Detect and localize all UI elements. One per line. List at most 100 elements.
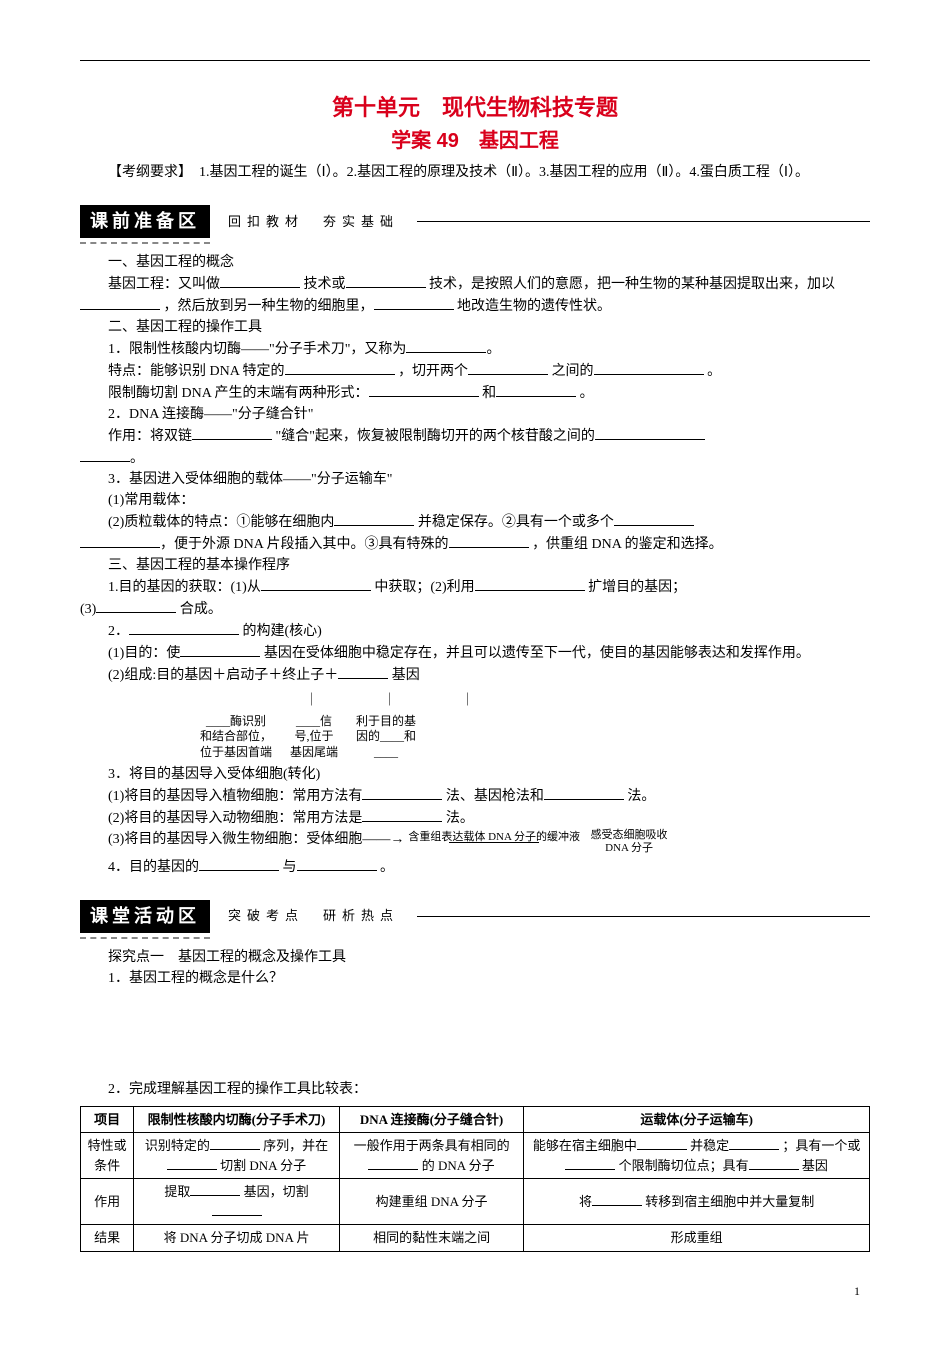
td: 一般作用于两条具有相同的 的 DNA 分子 [339, 1133, 524, 1179]
text: 号,位于 [290, 729, 338, 745]
explore-heading: 探究点一 基因工程的概念及操作工具 [80, 947, 870, 968]
s3-i3-3: (3)将目的基因导入微生物细胞：受体细胞――→ 含重组表达载体 DNA 分子的缓… [80, 829, 870, 855]
th: DNA 连接酶(分子缝合针) [339, 1106, 524, 1133]
td: 形成重组 [524, 1225, 870, 1252]
text: 基因尾端 [290, 745, 338, 761]
text: 和 [482, 386, 496, 401]
s3-i3-2: (2)将目的基因导入动物细胞：常用方法是 法。 [80, 807, 870, 829]
text: (1)将目的基因导入植物细胞：常用方法有 [108, 789, 362, 804]
text: 含重组表达载体 DNA 分子的缓冲液 [408, 831, 580, 844]
text: 的构建(核心) [243, 624, 322, 639]
th: 限制性核酸内切酶(分子手术刀) [134, 1106, 340, 1133]
td: 构建重组 DNA 分子 [339, 1179, 524, 1225]
text: 。 [130, 451, 144, 466]
text: 技术或 [304, 277, 346, 292]
text: (2)组成:目的基因＋启动子＋终止子＋ [108, 668, 338, 683]
text: 中获取；(2)利用 [374, 580, 474, 595]
text: ____酶识别 [200, 714, 272, 730]
text: 2． [108, 624, 129, 639]
arrow-label: 含重组表达载体 DNA 分子的缓冲液 [408, 829, 580, 843]
text: 。 [380, 860, 394, 875]
text: ，然后放到另一种生物的细胞里， [164, 299, 374, 314]
text: 扩增目的基因； [588, 580, 686, 595]
td: 相同的黏性末端之间 [339, 1225, 524, 1252]
text: 利于目的基 [356, 714, 416, 730]
s3-i3-1: (1)将目的基因导入植物细胞：常用方法有 法、基因枪法和 法。 [80, 785, 870, 807]
s2-use: 作用：将双链 "缝合"起来，恢复被限制酶切开的两个核苷酸之间的 。 [80, 425, 870, 469]
text: 技术，是按照人们的意愿，把一种生物的某种基因提取出来，加以 [429, 277, 835, 292]
s2-v1: (1)常用载体： [80, 490, 870, 511]
text: 。 [580, 386, 594, 401]
s2-i2: 2．DNA 连接酶——"分子缝合针" [80, 404, 870, 425]
banner-box: 课前准备区 [80, 205, 210, 238]
text: 基因在受体细胞中稳定存在，并且可以遗传至下一代，使目的基因能够表达和发挥作用。 [264, 646, 810, 661]
table-row: 结果 将 DNA 分子切成 DNA 片 相同的黏性末端之间 形成重组 [81, 1225, 870, 1252]
s3-i4: 4．目的基因的 与 。 [80, 856, 870, 878]
text: 个限制酶切位点；具有 [619, 1158, 749, 1173]
text: 基因 [802, 1158, 828, 1173]
table-row: 特性或条件 识别特定的 序列，并在 切割 DNA 分子 一般作用于两条具有相同的… [81, 1133, 870, 1179]
text: (2)将目的基因导入动物细胞：常用方法是 [108, 811, 362, 826]
explore-q2: 2．完成理解基因工程的操作工具比较表： [80, 1079, 870, 1100]
s3-heading: 三、基因工程的基本操作程序 [80, 555, 870, 576]
unit-title: 第十单元 现代生物科技专题 [80, 91, 870, 124]
page-number: 1 [80, 1282, 870, 1300]
text: 之间的 [552, 364, 594, 379]
th: 运载体(分子运输车) [524, 1106, 870, 1133]
diagram-box-3: 利于目的基 因的____和 ____ [356, 714, 416, 761]
text: 将 [579, 1194, 592, 1209]
text: (1)目的：使 [108, 646, 180, 661]
td: 将 DNA 分子切成 DNA 片 [134, 1225, 340, 1252]
td: 结果 [81, 1225, 134, 1252]
text: 基因 [392, 668, 420, 683]
text: 合成。 [180, 602, 222, 617]
tools-comparison-table: 项目 限制性核酸内切酶(分子手术刀) DNA 连接酶(分子缝合针) 运载体(分子… [80, 1106, 870, 1252]
text: 1.目的基因的获取：(1)从 [108, 580, 261, 595]
exam-requirements: 【考纲要求】 1.基因工程的诞生（Ⅰ）。2.基因工程的原理及技术（Ⅱ）。3.基因… [80, 162, 870, 183]
s2-i1: 1．限制性核酸内切酶——"分子手术刀"，又称为。 [80, 338, 870, 360]
s2-end: 限制酶切割 DNA 产生的末端有两种形式： 和 。 [80, 382, 870, 404]
text: ，供重组 DNA 的鉴定和选择。 [532, 537, 723, 552]
text: 与 [283, 860, 297, 875]
text: 特点：能够识别 DNA 特定的 [108, 364, 285, 379]
td: 识别特定的 序列，并在 切割 DNA 分子 [134, 1133, 340, 1179]
banner-box: 课堂活动区 [80, 900, 210, 933]
text: 。 [707, 364, 721, 379]
s3-i3: 3．将目的基因导入受体细胞(转化) [80, 764, 870, 785]
text: 基因工程：又叫做 [108, 277, 220, 292]
text: 限制酶切割 DNA 产生的末端有两种形式： [108, 386, 369, 401]
banner-sub: 回扣教材 夯实基础 [228, 212, 399, 232]
text: 法。 [446, 811, 474, 826]
text: ____ [356, 745, 416, 761]
th: 项目 [81, 1106, 134, 1133]
text: 位于基因首端 [200, 745, 272, 761]
text: 切割 DNA 分子 [220, 1158, 306, 1173]
td: 特性或条件 [81, 1133, 134, 1179]
s1-heading: 一、基因工程的概念 [80, 252, 870, 273]
text: 识别特定的 [145, 1138, 210, 1153]
text: 一般作用于两条具有相同的 [354, 1138, 510, 1153]
s3-i1d: (3) 合成。 [80, 598, 870, 620]
text: 基因，切割 [244, 1184, 309, 1199]
text: (3)将目的基因导入微生物细胞：受体细胞――→ [108, 829, 404, 850]
td: 提取 基因，切割 [134, 1179, 340, 1225]
composition-diagram: ｜ ｜ ｜ ____酶识别 和结合部位， 位于基因首端 ____信 号,位于 基… [200, 690, 870, 760]
top-rule [80, 60, 870, 61]
text: ；具有一个或 [782, 1138, 860, 1153]
text: 能够在宿主细胞中 [533, 1138, 637, 1153]
text: 法。 [627, 789, 655, 804]
s3-p2: (2)组成:目的基因＋启动子＋终止子＋ 基因 [80, 664, 870, 686]
td: 将 转移到宿主细胞中并大量复制 [524, 1179, 870, 1225]
s3-i1: 1.目的基因的获取：(1)从 中获取；(2)利用 扩增目的基因； [80, 576, 870, 598]
text: 序列，并在 [263, 1138, 328, 1153]
diagram-box-2: ____信 号,位于 基因尾端 [290, 714, 338, 761]
text: 作用：将双链 [108, 429, 192, 444]
s2-v2: (2)质粒载体的特点：①能够在细胞内 并稳定保存。②具有一个或多个 ，便于外源 … [80, 511, 870, 555]
text: (2)质粒载体的特点：①能够在细胞内 [108, 515, 334, 530]
text: 和结合部位， [200, 729, 272, 745]
banner-prep: 课前准备区 回扣教材 夯实基础 [80, 205, 870, 238]
text: 法、基因枪法和 [446, 789, 544, 804]
lesson-title: 学案 49 基因工程 [80, 126, 870, 156]
text: 转移到宿主细胞中并大量复制 [645, 1194, 814, 1209]
s3-p1: (1)目的：使 基因在受体细胞中稳定存在，并且可以遗传至下一代，使目的基因能够表… [80, 642, 870, 664]
